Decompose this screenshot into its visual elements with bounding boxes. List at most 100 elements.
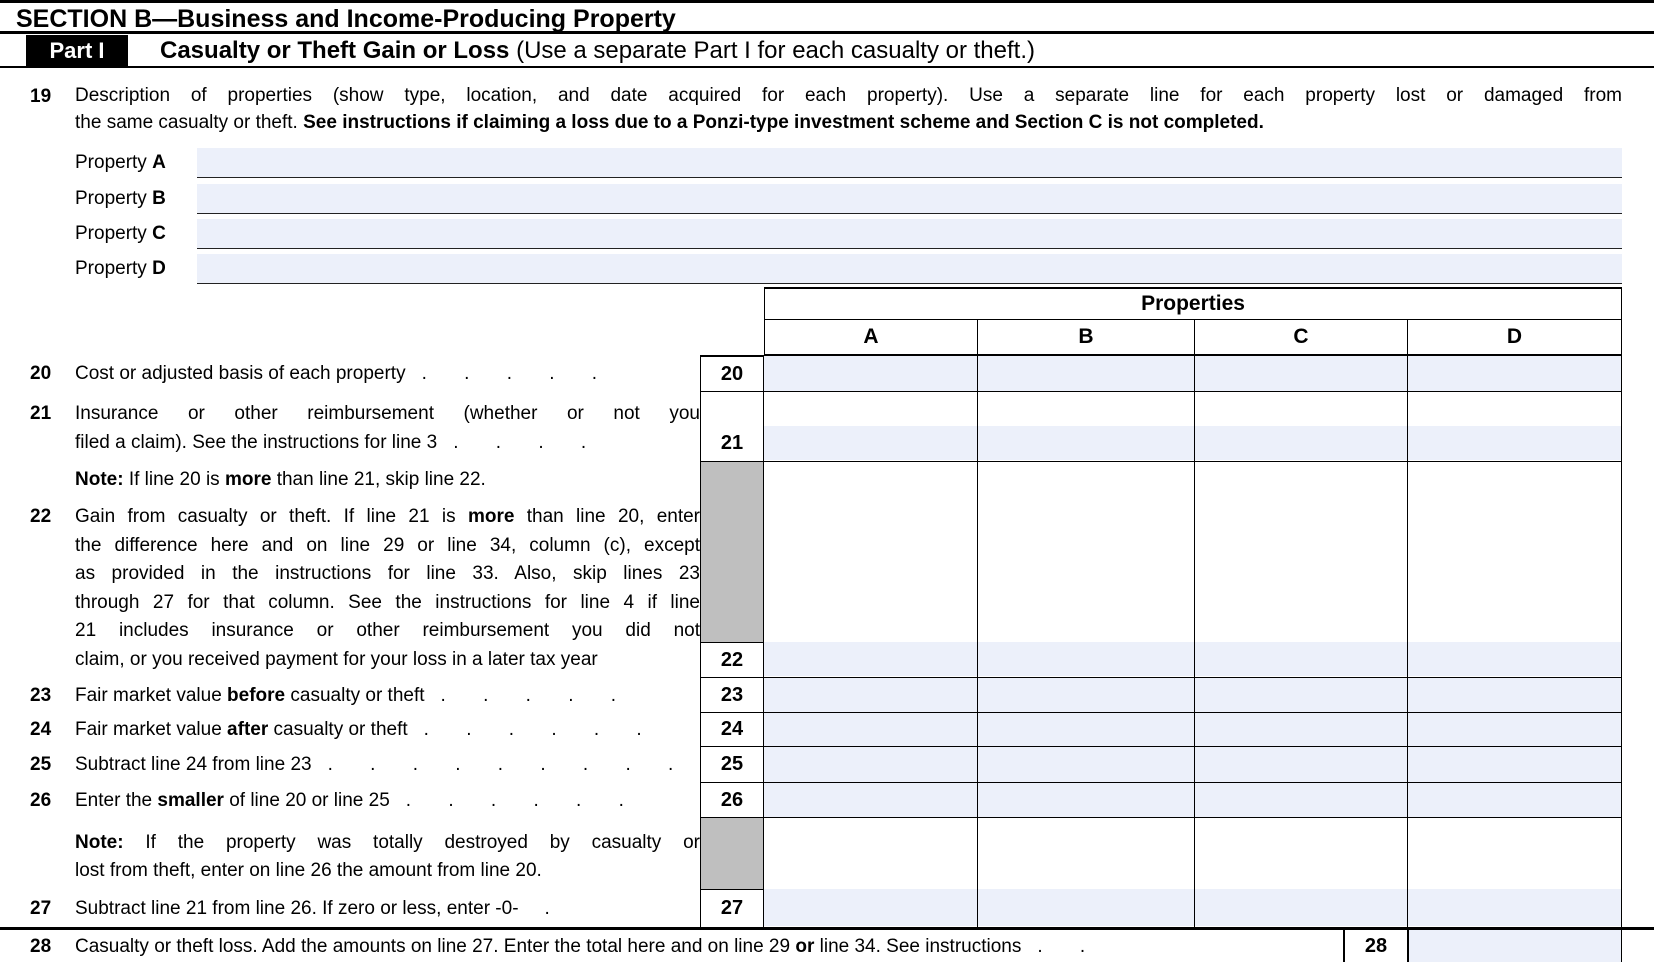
- cell-24-a[interactable]: [764, 713, 978, 747]
- cell-25-b[interactable]: [978, 747, 1195, 783]
- cell-26-c[interactable]: [1195, 783, 1408, 818]
- property-d-input[interactable]: [197, 254, 1622, 284]
- property-c-input[interactable]: [197, 219, 1622, 249]
- line-21-box: 21: [700, 392, 764, 462]
- cell-24-b[interactable]: [978, 713, 1195, 747]
- shaded-cell-upper: [700, 462, 764, 643]
- cell-23-a[interactable]: [764, 678, 978, 713]
- line-19-text: Description of properties (show type, lo…: [75, 82, 1622, 136]
- line-24-number: 24: [30, 719, 52, 740]
- part-i-label: Part I: [26, 35, 128, 66]
- property-c-label: Property C: [75, 223, 166, 244]
- line-25-label: Subtract line 24 from line 23. . . . . .…: [75, 754, 674, 775]
- line-24-dot-leader: . . . . . .: [423, 719, 642, 740]
- line-26-dot-leader: . . . . . .: [405, 790, 624, 811]
- cell-21-d: [1408, 392, 1622, 462]
- line-21-number: 21: [30, 403, 52, 424]
- line-21-dot-leader: . . . .: [453, 432, 587, 453]
- note-line-22: Note: If line 20 is more than line 21, s…: [75, 469, 486, 490]
- line-26-number: 26: [30, 790, 52, 811]
- top-rule: [0, 0, 1654, 3]
- cell-23-b[interactable]: [978, 678, 1195, 713]
- cell-27-d-input[interactable]: [1408, 889, 1621, 926]
- line-28-number: 28: [30, 936, 52, 957]
- cell-20-b[interactable]: [978, 356, 1195, 392]
- cell-26-a[interactable]: [764, 783, 978, 818]
- cell-27-c-input[interactable]: [1195, 889, 1407, 926]
- line-24-box: 24: [700, 713, 764, 747]
- cell-20-d[interactable]: [1408, 356, 1622, 392]
- line-25-dot-leader: . . . . . . . . .: [327, 754, 674, 775]
- line-25-number: 25: [30, 754, 52, 775]
- property-d-label: Property D: [75, 258, 166, 279]
- cell-21-c: [1195, 392, 1408, 462]
- line-20-box: 20: [700, 355, 764, 392]
- cell-27-b-input[interactable]: [978, 889, 1194, 926]
- line-23-box: 23: [700, 678, 764, 713]
- line-19-text-line2: the same casualty or theft. See instruct…: [75, 112, 1264, 133]
- cell-27-c: [1195, 818, 1408, 928]
- property-a-input[interactable]: [197, 148, 1622, 178]
- section-b-underline: [0, 31, 1654, 34]
- line-20-label: Cost or adjusted basis of each property.…: [75, 363, 598, 384]
- line-28-box: 28: [1343, 929, 1409, 962]
- note-line-26: Note: If the property was totally destro…: [75, 832, 700, 881]
- cell-22-c: [1195, 462, 1408, 678]
- line-27-bottom-rule: [0, 927, 1654, 930]
- line-27-number: 27: [30, 898, 52, 919]
- cell-22-a-input[interactable]: [764, 642, 977, 676]
- cell-24-d[interactable]: [1408, 713, 1622, 747]
- cell-23-c[interactable]: [1195, 678, 1408, 713]
- column-header-b: B: [978, 320, 1195, 356]
- cell-26-d[interactable]: [1408, 783, 1622, 818]
- cell-25-a[interactable]: [764, 747, 978, 783]
- line-25-box: 25: [700, 747, 764, 783]
- line-20-number: 20: [30, 363, 52, 384]
- part-i-heading: Casualty or Theft Gain or Loss (Use a se…: [160, 35, 1035, 66]
- line-23-dot-leader: . . . . .: [440, 685, 617, 706]
- column-header-a: A: [764, 320, 978, 356]
- cell-25-c[interactable]: [1195, 747, 1408, 783]
- line-23-number: 23: [30, 685, 52, 706]
- column-header-c: C: [1195, 320, 1408, 356]
- part-i-subtitle: (Use a separate Part I for each casualty…: [509, 37, 1035, 64]
- property-b-label: Property B: [75, 188, 166, 209]
- cell-22-d-input[interactable]: [1408, 642, 1621, 676]
- cell-21-d-input[interactable]: [1408, 426, 1621, 460]
- cell-27-b: [978, 818, 1195, 928]
- cell-27-d: [1408, 818, 1622, 928]
- cell-22-d: [1408, 462, 1622, 678]
- line-23-label: Fair market value before casualty or the…: [75, 685, 617, 706]
- cell-20-a[interactable]: [764, 356, 978, 392]
- line-21-label: Insurance or other reimbursement (whethe…: [75, 403, 700, 453]
- cell-24-c[interactable]: [1195, 713, 1408, 747]
- line-22-label: Gain from casualty or theft. If line 21 …: [75, 506, 700, 670]
- cell-27-a-input[interactable]: [764, 889, 977, 926]
- line-19-number: 19: [30, 86, 52, 107]
- cell-21-b: [978, 392, 1195, 462]
- section-b-title: SECTION B—Business and Income-Producing …: [16, 5, 676, 33]
- cell-22-b-input[interactable]: [978, 642, 1194, 676]
- line-26-box: 26: [700, 783, 764, 818]
- line-27-dot-leader: .: [544, 898, 550, 919]
- line-22-number: 22: [30, 506, 52, 527]
- cell-21-a-input[interactable]: [764, 426, 977, 460]
- part-i-title: Casualty or Theft Gain or Loss: [160, 37, 510, 64]
- cell-28-total-input[interactable]: [1409, 930, 1622, 962]
- line-22-box: 22: [700, 643, 764, 678]
- cell-21-a: [764, 392, 978, 462]
- cell-20-c[interactable]: [1195, 356, 1408, 392]
- cell-26-b[interactable]: [978, 783, 1195, 818]
- cell-21-c-input[interactable]: [1195, 426, 1407, 460]
- line-26-label: Enter the smaller of line 20 or line 25.…: [75, 790, 624, 811]
- cell-23-d[interactable]: [1408, 678, 1622, 713]
- property-b-input[interactable]: [197, 184, 1622, 214]
- line-28-dot-leader: . .: [1037, 936, 1086, 957]
- cell-22-b: [978, 462, 1195, 678]
- cell-25-d[interactable]: [1408, 747, 1622, 783]
- cell-21-b-input[interactable]: [978, 426, 1194, 460]
- shaded-cell-lower: [700, 818, 764, 890]
- cell-22-c-input[interactable]: [1195, 642, 1407, 676]
- cell-22-a: [764, 462, 978, 678]
